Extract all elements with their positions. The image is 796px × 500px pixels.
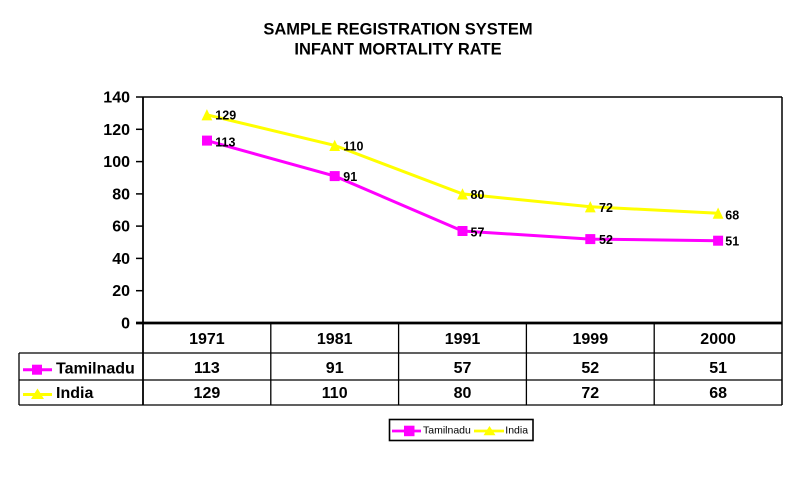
svg-text:110: 110 — [343, 139, 363, 153]
svg-text:110: 110 — [322, 385, 348, 402]
svg-text:1999: 1999 — [573, 331, 609, 348]
svg-text:113: 113 — [215, 135, 235, 149]
svg-text:72: 72 — [599, 201, 613, 215]
svg-text:57: 57 — [454, 360, 472, 377]
svg-text:72: 72 — [581, 385, 599, 402]
svg-text:52: 52 — [599, 233, 613, 247]
svg-text:57: 57 — [471, 226, 485, 240]
svg-text:68: 68 — [725, 209, 739, 223]
svg-text:1981: 1981 — [317, 331, 353, 348]
svg-text:2000: 2000 — [700, 331, 736, 348]
svg-text:91: 91 — [326, 360, 344, 377]
svg-text:40: 40 — [112, 251, 130, 268]
svg-text:Tamilnadu: Tamilnadu — [56, 361, 135, 378]
svg-text:80: 80 — [471, 188, 485, 202]
svg-text:68: 68 — [709, 385, 727, 402]
svg-text:India: India — [505, 425, 528, 437]
svg-text:100: 100 — [103, 154, 130, 171]
svg-text:1971: 1971 — [189, 331, 225, 348]
svg-text:120: 120 — [103, 122, 130, 139]
svg-text:0: 0 — [121, 316, 130, 333]
svg-text:60: 60 — [112, 219, 130, 236]
svg-text:1991: 1991 — [445, 331, 481, 348]
svg-text:20: 20 — [112, 283, 130, 300]
svg-text:140: 140 — [103, 90, 130, 107]
svg-text:52: 52 — [581, 360, 599, 377]
svg-text:129: 129 — [194, 385, 221, 402]
svg-text:80: 80 — [112, 186, 130, 203]
svg-text:51: 51 — [725, 234, 739, 248]
svg-text:India: India — [56, 385, 93, 402]
svg-text:INFANT MORTALITY RATE: INFANT MORTALITY RATE — [294, 41, 501, 59]
svg-text:80: 80 — [454, 385, 472, 402]
svg-text:51: 51 — [709, 360, 727, 377]
svg-text:Tamilnadu: Tamilnadu — [423, 425, 471, 437]
svg-text:113: 113 — [194, 360, 220, 377]
svg-text:SAMPLE REGISTRATION SYSTEM: SAMPLE REGISTRATION SYSTEM — [263, 21, 532, 39]
svg-text:129: 129 — [215, 109, 236, 123]
svg-text:91: 91 — [343, 170, 357, 184]
